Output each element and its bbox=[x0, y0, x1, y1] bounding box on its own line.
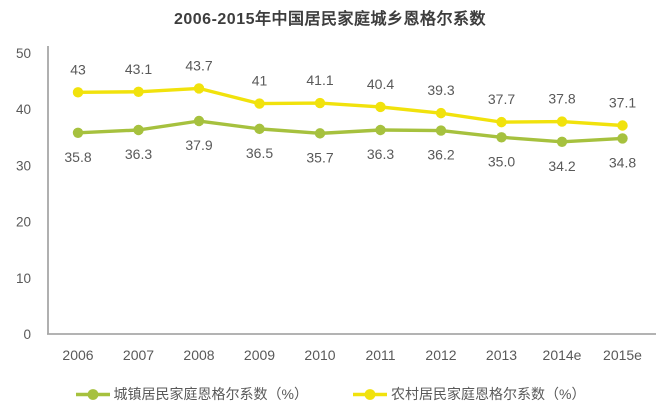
data-point-marker bbox=[72, 87, 84, 98]
data-point-marker bbox=[314, 128, 326, 139]
data-point-marker bbox=[496, 132, 507, 143]
chart-title: 2006-2015年中国居民家庭城乡恩格尔系数 bbox=[173, 11, 487, 28]
data-point-label: 34.2 bbox=[548, 158, 575, 174]
x-axis-tick-labels: 2006 2007 2008 2009 2010 2011 2012 2013 2014e 201… bbox=[62, 347, 642, 363]
data-point-label: 43.7 bbox=[185, 57, 212, 73]
svg-text:2010: 2010 bbox=[304, 347, 335, 363]
data-point-label: 37.9 bbox=[185, 137, 212, 153]
series-value-labels: 43 43.1 43.7 41 41.1 40.4 39.3 37.7 37.8 37.1 bbox=[70, 57, 636, 110]
data-point-marker bbox=[556, 136, 568, 147]
data-point-marker bbox=[254, 123, 265, 135]
data-point-marker bbox=[72, 127, 84, 139]
data-point-marker bbox=[375, 101, 386, 113]
svg-text:2015e: 2015e bbox=[603, 347, 642, 363]
data-point-label: 37.1 bbox=[609, 94, 636, 110]
data-point-label: 41 bbox=[252, 73, 268, 89]
data-point-label: 35.8 bbox=[64, 149, 91, 165]
data-point-marker bbox=[193, 83, 205, 94]
axes bbox=[47, 46, 656, 335]
svg-text:0: 0 bbox=[23, 327, 31, 342]
svg-text:2014e: 2014e bbox=[543, 347, 582, 363]
data-point-marker bbox=[496, 116, 507, 128]
legend-label-urban: 城镇居民家庭恩格尔系数（%） bbox=[113, 386, 308, 402]
data-point-marker bbox=[435, 107, 447, 119]
data-point-marker bbox=[617, 133, 628, 144]
data-point-marker bbox=[193, 115, 205, 127]
svg-text:2009: 2009 bbox=[244, 347, 275, 363]
svg-text:2011: 2011 bbox=[365, 347, 395, 363]
data-point-label: 43 bbox=[70, 61, 86, 77]
series-value-labels: 35.8 36.3 37.9 36.5 35.7 36.3 36.2 35.0 34.2 34.8 bbox=[64, 137, 636, 174]
series-line bbox=[76, 86, 625, 128]
chart-legend: 城镇居民家庭恩格尔系数（%） 农村居民家庭恩格尔系数（%） bbox=[0, 384, 660, 404]
svg-text:10: 10 bbox=[16, 271, 31, 286]
svg-text:20: 20 bbox=[16, 215, 31, 230]
legend-item-rural: 农村居民家庭恩格尔系数（%） bbox=[352, 384, 585, 404]
y-axis-tick-labels: 0 10 20 30 40 50 bbox=[16, 46, 31, 342]
data-point-label: 36.3 bbox=[125, 146, 152, 162]
data-point-label: 36.2 bbox=[427, 147, 454, 163]
data-point-label: 39.3 bbox=[427, 82, 454, 98]
series-line bbox=[76, 119, 625, 144]
svg-text:2008: 2008 bbox=[183, 347, 214, 363]
series-urban: 35.8 36.3 37.9 36.5 35.7 36.3 36.2 35.0 34.2 34.8 bbox=[64, 115, 636, 174]
svg-text:2012: 2012 bbox=[425, 347, 456, 363]
data-point-label: 36.3 bbox=[367, 146, 394, 162]
legend-item-urban: 城镇居民家庭恩格尔系数（%） bbox=[75, 384, 308, 404]
svg-text:50: 50 bbox=[16, 46, 31, 61]
data-point-marker bbox=[556, 116, 568, 127]
series-rural: 43 43.1 43.7 41 41.1 40.4 39.3 37.7 37.8 37.1 bbox=[70, 57, 636, 131]
urban-series-legend-marker-icon bbox=[75, 388, 110, 400]
data-point-label: 34.8 bbox=[609, 154, 636, 170]
rural-series-legend-marker-icon bbox=[353, 388, 387, 400]
data-point-label: 43.1 bbox=[125, 61, 152, 77]
svg-text:2006: 2006 bbox=[62, 347, 93, 363]
data-point-label: 35.7 bbox=[306, 149, 333, 165]
data-point-label: 37.8 bbox=[548, 91, 575, 107]
data-point-label: 35.0 bbox=[488, 153, 515, 169]
data-point-label: 37.7 bbox=[488, 91, 515, 107]
data-point-marker bbox=[314, 97, 326, 109]
data-point-label: 41.1 bbox=[306, 72, 333, 88]
legend-label-rural: 农村居民家庭恩格尔系数（%） bbox=[391, 386, 586, 402]
data-point-marker bbox=[254, 98, 265, 109]
svg-text:30: 30 bbox=[16, 158, 31, 173]
data-point-label: 36.5 bbox=[246, 145, 273, 161]
data-point-marker bbox=[617, 120, 628, 131]
svg-text:2007: 2007 bbox=[123, 347, 154, 363]
svg-text:2013: 2013 bbox=[486, 347, 517, 363]
data-point-marker bbox=[133, 86, 144, 97]
data-point-label: 40.4 bbox=[367, 76, 394, 92]
data-point-marker bbox=[133, 124, 144, 136]
data-point-marker bbox=[375, 124, 386, 136]
data-point-marker bbox=[435, 125, 447, 136]
svg-text:40: 40 bbox=[16, 102, 31, 117]
